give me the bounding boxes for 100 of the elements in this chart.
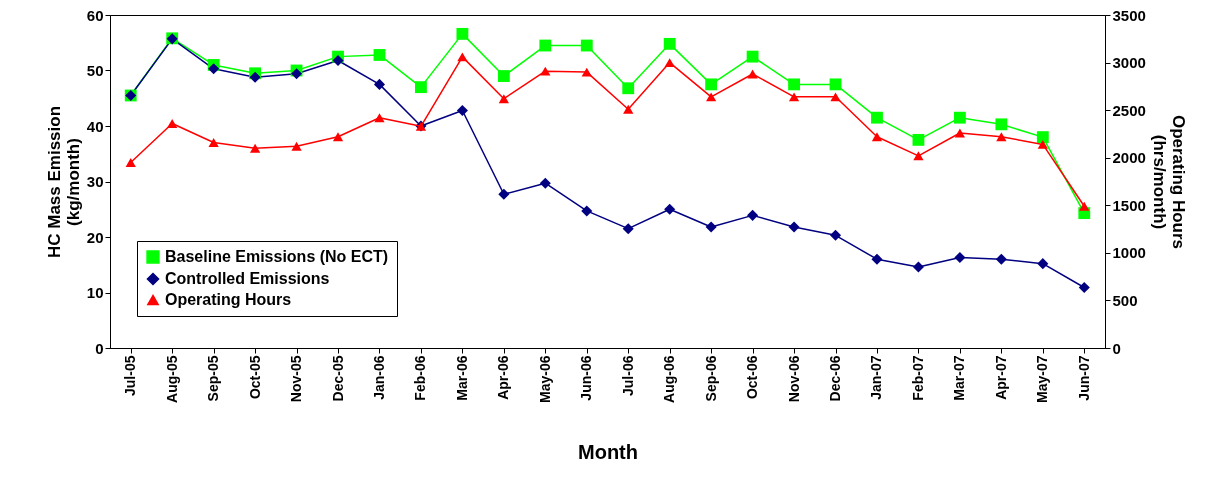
point xyxy=(953,111,966,124)
point xyxy=(788,78,800,91)
point xyxy=(912,261,924,273)
legend-label: Baseline Emissions (No ECT) xyxy=(165,248,389,265)
y2-tick-label: 0 xyxy=(1112,339,1121,357)
x-tick-label: Jan-06 xyxy=(370,355,387,400)
point xyxy=(373,49,386,61)
y-tick-label: 20 xyxy=(86,228,104,246)
y-tick-label: 30 xyxy=(86,173,104,190)
x-tick-label: Apr-06 xyxy=(495,355,512,400)
point xyxy=(374,113,385,123)
legend-label: Operating Hours xyxy=(165,291,292,308)
point xyxy=(995,253,1007,265)
y2-tick-label: 2000 xyxy=(1112,149,1146,167)
point xyxy=(996,132,1007,142)
point xyxy=(167,119,178,128)
point xyxy=(332,54,344,67)
y2-tick-label: 3500 xyxy=(1112,6,1146,24)
point xyxy=(249,71,261,83)
point xyxy=(457,52,468,62)
point xyxy=(954,128,966,138)
x-tick-label: Feb-06 xyxy=(412,355,429,401)
point xyxy=(539,177,551,189)
point xyxy=(746,50,759,63)
point xyxy=(829,229,842,241)
point xyxy=(623,104,634,114)
point xyxy=(291,141,302,151)
x-tick-label: Oct-06 xyxy=(744,355,761,400)
x-axis-title: Month xyxy=(578,440,638,463)
y2-tick-label: 1500 xyxy=(1112,196,1146,214)
point xyxy=(291,68,303,80)
y2-tick-label: 2500 xyxy=(1112,101,1146,119)
point xyxy=(208,138,219,147)
x-tick-label: Feb-07 xyxy=(909,355,926,401)
point xyxy=(954,252,966,264)
point xyxy=(871,253,883,265)
point xyxy=(540,66,551,76)
point xyxy=(373,78,386,90)
x-tick-label: Nov-05 xyxy=(288,355,305,403)
y-tick-label: 10 xyxy=(86,284,104,301)
point xyxy=(125,158,136,167)
y2-axis-title: Operating Hours (hrs/month) xyxy=(1149,114,1188,250)
point xyxy=(1036,131,1049,144)
point xyxy=(1079,201,1090,211)
point xyxy=(1078,281,1090,294)
point xyxy=(208,63,220,75)
x-tick-label: Dec-05 xyxy=(329,355,346,402)
x-tick-label: Sep-06 xyxy=(702,355,719,402)
x-tick-label: Jan-07 xyxy=(868,355,885,400)
x-tick-label: Jun-06 xyxy=(578,355,595,401)
x-tick-label: Oct-05 xyxy=(246,355,263,400)
point xyxy=(1037,258,1049,270)
point xyxy=(664,203,676,215)
x-tick-label: Apr-07 xyxy=(992,355,1009,400)
point xyxy=(705,78,718,91)
point xyxy=(788,221,800,233)
point xyxy=(415,81,427,94)
point xyxy=(456,27,469,40)
point xyxy=(747,209,759,221)
x-tick-label: Sep-05 xyxy=(205,355,222,402)
point xyxy=(912,133,925,146)
point xyxy=(332,132,344,142)
point xyxy=(913,151,924,161)
x-tick-label: Aug-06 xyxy=(661,355,678,403)
point xyxy=(539,39,552,52)
point xyxy=(622,82,635,95)
y2-tick-label: 1000 xyxy=(1112,244,1146,262)
x-tick-label: May-06 xyxy=(536,355,553,403)
y-tick-label: 0 xyxy=(95,339,104,357)
y2-tick-label: 500 xyxy=(1112,291,1138,309)
y-axis-title: HC Mass Emission (kg/month) xyxy=(44,105,83,259)
y-tick-label: 40 xyxy=(86,117,104,135)
point xyxy=(788,92,800,102)
x-tick-label: Mar-07 xyxy=(951,355,968,401)
point xyxy=(747,69,758,79)
x-tick-label: Jul-06 xyxy=(619,355,636,396)
legend-label: Controlled Emissions xyxy=(165,270,330,287)
x-tick-label: May-07 xyxy=(1034,355,1051,403)
x-tick-label: Dec-06 xyxy=(827,355,844,402)
point xyxy=(1037,139,1048,149)
point xyxy=(664,58,675,68)
point xyxy=(830,92,841,102)
y2-tick-label: 3000 xyxy=(1112,54,1146,72)
x-tick-label: Aug-05 xyxy=(163,355,180,403)
point xyxy=(871,111,883,124)
point xyxy=(498,94,509,104)
x-tick-label: Nov-06 xyxy=(785,355,802,403)
point xyxy=(622,223,634,235)
x-tick-label: Mar-06 xyxy=(453,355,470,401)
x-tick-label: Jul-05 xyxy=(122,355,139,396)
point xyxy=(829,78,842,91)
point xyxy=(871,132,883,142)
point xyxy=(249,143,261,153)
point xyxy=(580,39,593,52)
y-tick-label: 60 xyxy=(86,6,104,24)
point xyxy=(995,118,1008,131)
point xyxy=(705,221,717,233)
point xyxy=(581,67,592,77)
point xyxy=(706,92,717,102)
point xyxy=(497,70,510,82)
